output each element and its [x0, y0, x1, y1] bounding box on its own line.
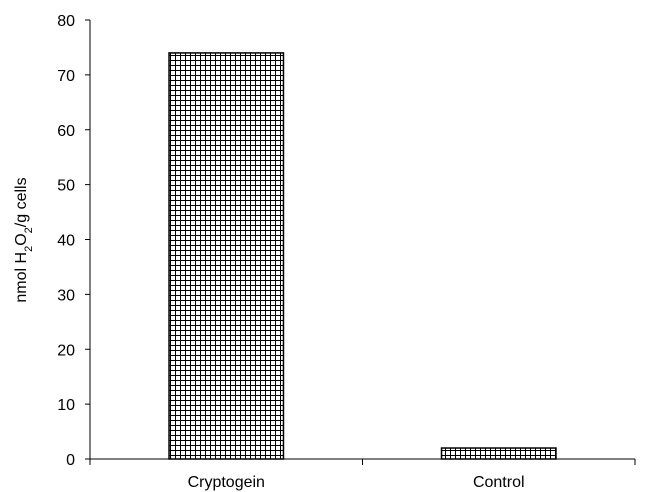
- y-tick-label: 80: [57, 13, 75, 30]
- bar-cryptogein: [168, 52, 285, 460]
- y-tick-label: 40: [57, 233, 75, 250]
- y-title-sub1: 2: [23, 246, 35, 252]
- y-title-sub2: 2: [23, 227, 35, 233]
- x-tick-label: Cryptogein: [188, 474, 265, 491]
- y-tick-label: 20: [57, 342, 75, 359]
- bar-control: [440, 447, 557, 460]
- y-tick-label: 10: [57, 397, 75, 414]
- bars: [168, 52, 557, 460]
- y-title-prefix: nmol H: [13, 252, 30, 303]
- x-tick-label: Control: [473, 474, 525, 491]
- y-axis-title: nmol H2O2/g cells: [13, 177, 35, 302]
- y-tick-label: 70: [57, 68, 75, 85]
- y-title-suffix: /g cells: [13, 177, 30, 227]
- x-axis: Cryptogein Control: [89, 458, 636, 491]
- y-tick-label: 0: [66, 452, 75, 469]
- y-title-mid: O: [13, 233, 30, 245]
- y-axis: 0 10 20 30 40 50 60 70 80: [57, 13, 91, 469]
- y-tick-label: 60: [57, 123, 75, 140]
- y-tick-label: 50: [57, 178, 75, 195]
- y-tick-label: 30: [57, 287, 75, 304]
